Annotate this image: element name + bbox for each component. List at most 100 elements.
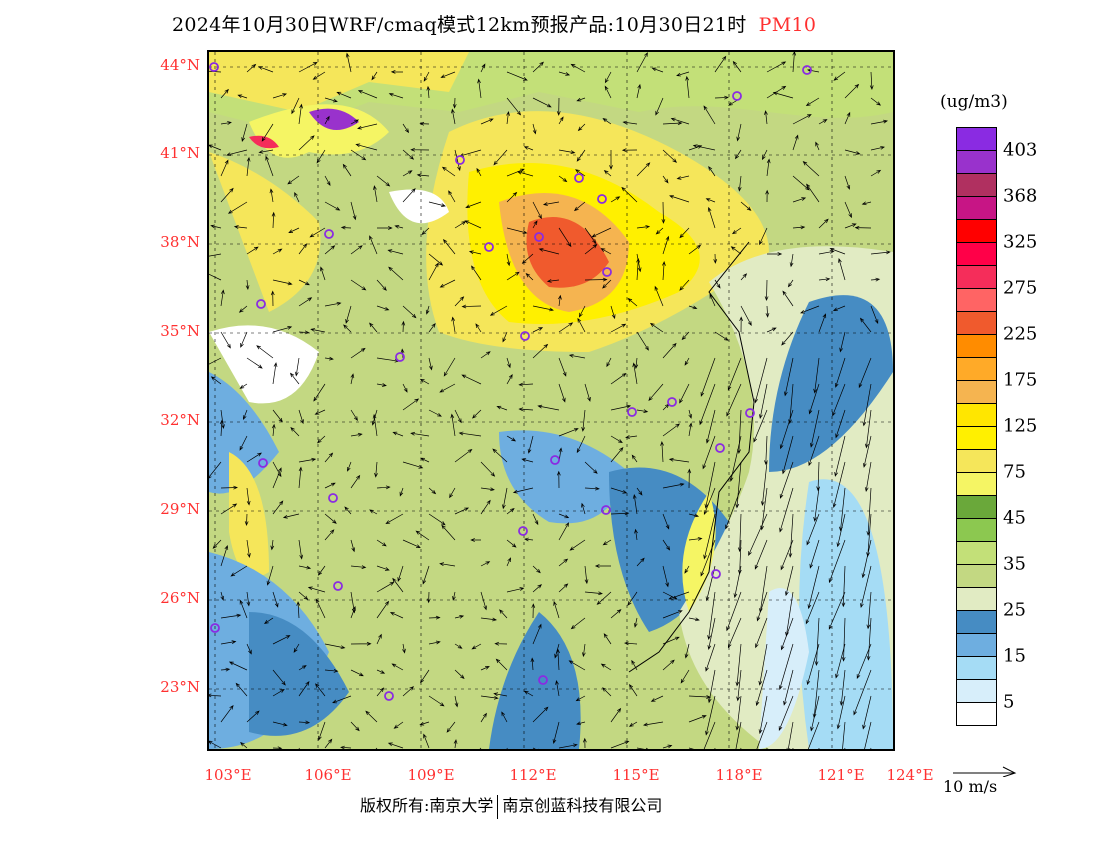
wind-arrow — [838, 258, 846, 281]
wind-arrow — [468, 250, 482, 255]
lat-label: 38°N — [160, 233, 200, 251]
wind-arrow — [293, 643, 300, 653]
wind-arrow — [818, 250, 835, 255]
wind-arrow — [835, 643, 846, 679]
wind-arrow — [806, 513, 820, 546]
wind-arrow — [726, 383, 742, 417]
wind-arrow — [662, 261, 666, 281]
wind-arrow — [298, 720, 311, 725]
city-marker — [601, 505, 611, 515]
wind-arrow — [428, 357, 433, 371]
wind-arrow — [376, 539, 387, 547]
wind-arrow — [679, 227, 690, 239]
wind-arrow — [307, 586, 326, 593]
wind-arrow — [754, 539, 768, 570]
wind-arrow — [506, 168, 525, 177]
wind-arrow — [660, 441, 664, 463]
wind-arrow — [428, 615, 441, 620]
wind-arrow — [829, 247, 846, 255]
wind-arrow — [220, 187, 234, 203]
wind-arrow — [556, 470, 561, 489]
lon-label: 124°E — [886, 766, 934, 784]
wind-arrow — [654, 285, 664, 307]
wind-arrow — [584, 383, 591, 402]
copyright-right: 南京创蓝科技有限公司 — [502, 796, 663, 815]
color-bar-label: 325 — [1003, 231, 1038, 253]
wind-arrow — [493, 692, 508, 697]
color-bar-swatch — [957, 289, 996, 312]
wind-arrow — [371, 71, 378, 81]
wind-arrow — [628, 721, 638, 727]
wind-arrow — [357, 123, 378, 130]
wind-arrow — [636, 487, 643, 496]
wind-arrow — [736, 123, 742, 142]
wind-arrow — [454, 643, 463, 649]
wind-arrow — [350, 605, 356, 619]
lat-label: 29°N — [160, 500, 200, 518]
color-bar-label: 125 — [1003, 415, 1038, 437]
wind-arrow — [610, 740, 630, 749]
wind-arrow — [759, 227, 768, 246]
wind-arrow — [272, 721, 288, 727]
wind-arrow — [531, 603, 536, 619]
wind-arrow — [609, 149, 613, 170]
wind-arrow — [419, 378, 430, 385]
wind-arrow — [807, 721, 820, 749]
wind-arrow — [315, 598, 326, 619]
wind-arrow — [610, 372, 627, 385]
wind-arrow — [506, 97, 522, 116]
wind-arrow — [761, 149, 768, 161]
wind-arrow — [376, 383, 387, 387]
wind-arrow — [391, 663, 404, 671]
wind-arrow — [813, 357, 820, 394]
wind-arrow — [816, 461, 821, 492]
wind-arrow — [246, 357, 263, 369]
wind-arrow — [316, 149, 326, 164]
wind-arrow — [210, 224, 222, 229]
wind-arrow — [373, 185, 378, 203]
wind-arrow — [792, 114, 812, 125]
wind-arrow — [839, 669, 846, 706]
wind-arrow — [864, 721, 872, 749]
wind-arrow — [625, 435, 638, 439]
wind-arrow — [621, 186, 638, 203]
wind-arrow — [258, 149, 274, 154]
wind-arrow — [808, 383, 820, 415]
wind-arrow — [402, 398, 420, 411]
wind-arrow — [584, 486, 600, 491]
wind-arrow — [735, 695, 742, 731]
wind-arrow — [569, 539, 586, 551]
wind-arrow — [688, 715, 707, 723]
wind-arrow — [282, 513, 300, 519]
wind-arrow — [844, 201, 852, 219]
wind-arrow — [389, 612, 404, 619]
wind-arrow — [703, 721, 716, 749]
wind-arrow — [471, 643, 482, 650]
wind-arrow — [636, 225, 651, 229]
wind-arrow — [246, 591, 251, 607]
wind-arrow — [324, 115, 330, 125]
wind-arrow — [324, 175, 331, 186]
wind-arrow — [760, 461, 768, 506]
wind-arrow — [736, 669, 742, 702]
wind-arrow — [258, 66, 274, 73]
wind-arrow — [344, 506, 352, 515]
wind-arrow — [832, 305, 846, 311]
wind-arrow — [264, 617, 274, 624]
wind-arrow — [410, 147, 430, 152]
wind-arrow — [439, 279, 456, 288]
wind-arrow — [859, 317, 872, 333]
wind-arrow — [636, 52, 648, 73]
wind-arrow — [870, 145, 885, 151]
wind-arrow — [480, 591, 487, 611]
wind-arrow — [350, 347, 366, 359]
wind-arrow — [428, 409, 442, 417]
wind-arrow — [727, 357, 742, 391]
wind-arrow — [480, 666, 490, 671]
color-bar-swatch — [957, 312, 996, 335]
wind-arrow — [314, 409, 326, 415]
wind-arrow — [369, 509, 378, 515]
wind-arrow — [866, 617, 872, 661]
wind-arrow — [765, 189, 769, 203]
wind-arrow — [834, 357, 846, 388]
